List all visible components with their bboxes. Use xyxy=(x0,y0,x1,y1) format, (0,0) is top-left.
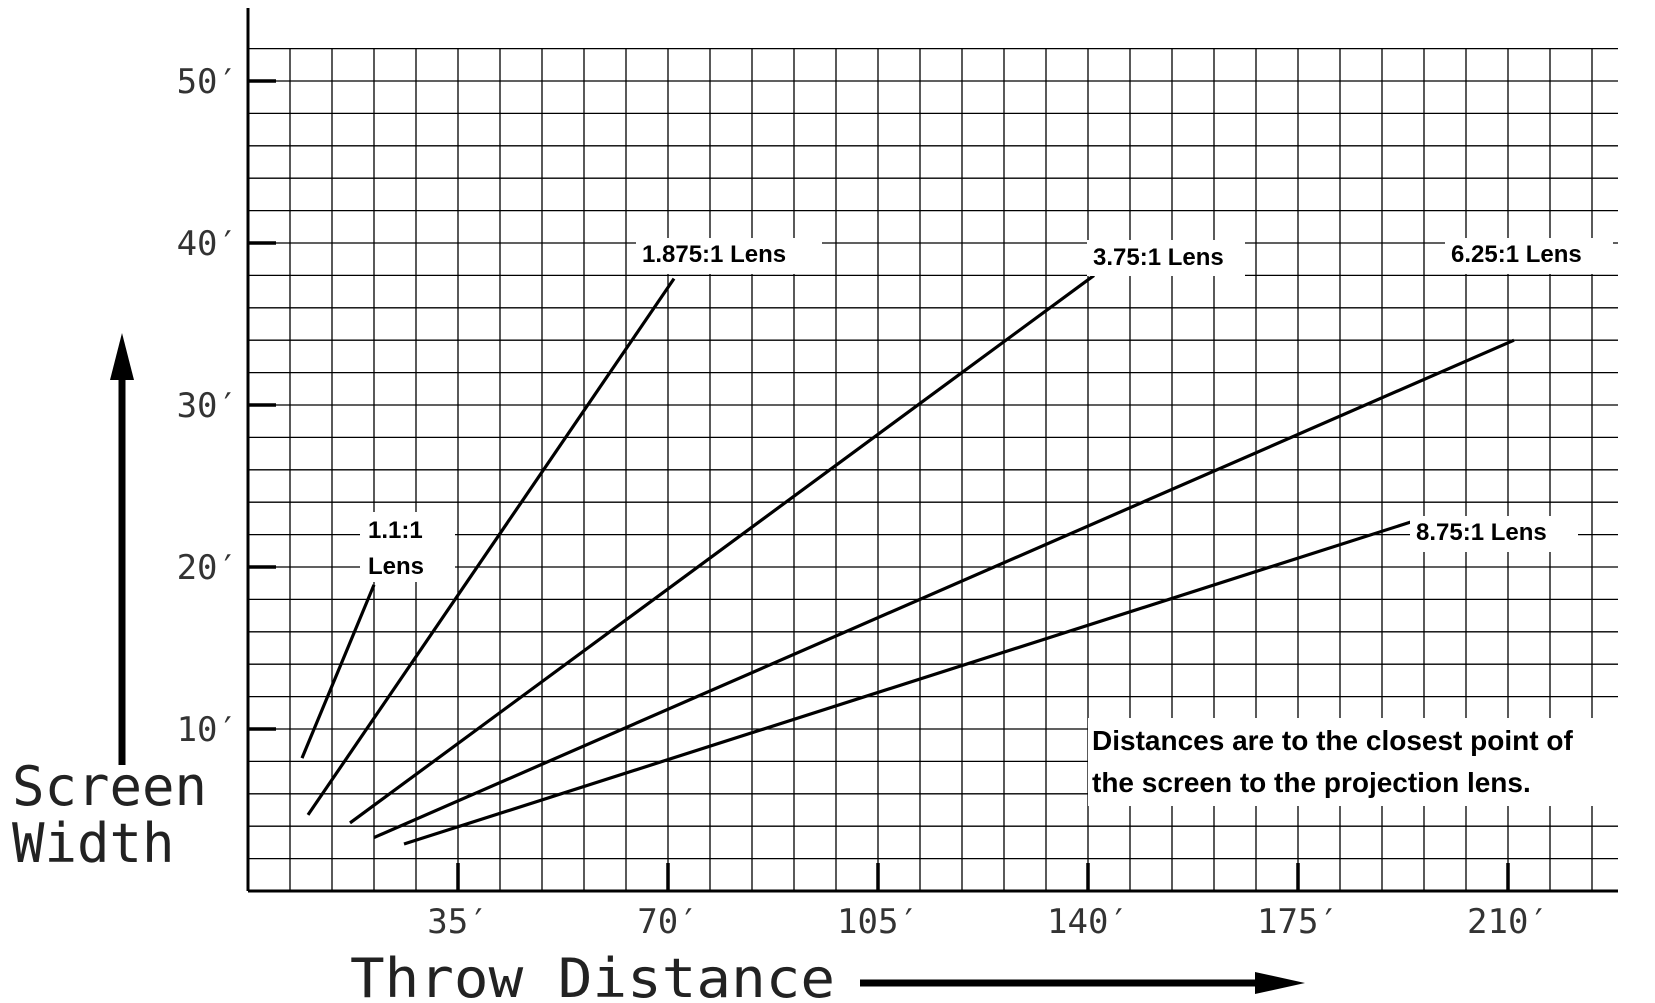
series-line xyxy=(373,338,1515,840)
y-tick-label: 30′ xyxy=(177,386,238,426)
x-tick-label: 105′ xyxy=(837,902,919,942)
series-line xyxy=(300,584,376,759)
y-tick-label: 20′ xyxy=(177,548,238,588)
ticks: 35′ 70′ 105′ 140′ 175′ 210′ 10′ 20′ 30′ 40′ 50′ xyxy=(177,62,1549,942)
series-line xyxy=(403,520,1413,846)
lens-label: 8.75:1 Lens xyxy=(1416,519,1547,546)
x-axis-title-group: Throw Distance xyxy=(350,947,1305,1003)
x-tick-label: 35′ xyxy=(427,902,488,942)
y-axis-title-line2: Width xyxy=(12,812,175,875)
lens-label: 6.25:1 Lens xyxy=(1451,241,1582,268)
series-line xyxy=(306,277,676,816)
lens-label: 3.75:1 Lens xyxy=(1093,244,1224,271)
lens-label: Lens xyxy=(368,553,424,580)
y-axis-arrow-head xyxy=(110,333,134,380)
lens-label: 1.1:1 xyxy=(368,517,423,544)
y-tick-label: 50′ xyxy=(177,62,238,102)
x-axis-arrow-head xyxy=(1255,972,1305,994)
x-axis-title: Throw Distance xyxy=(350,947,835,1003)
y-tick-label: 10′ xyxy=(177,710,238,750)
lens-label-background xyxy=(360,512,455,582)
lens-label-background xyxy=(1087,240,1245,276)
x-tick-label: 70′ xyxy=(637,902,698,942)
series-lines xyxy=(300,274,1515,846)
distance-note: Distances are to the closest point of th… xyxy=(1088,718,1655,806)
series-line xyxy=(349,274,1095,825)
lens-labels: 1.1:1 Lens 1.875:1 Lens 3.75:1 Lens 6.25:1 L… xyxy=(360,238,1613,582)
y-axis-title-group: Screen Width xyxy=(12,333,207,875)
x-tick-label: 210′ xyxy=(1467,902,1549,942)
axes xyxy=(246,8,1618,893)
note-background xyxy=(1088,718,1655,806)
note-line-2: the screen to the projection lens. xyxy=(1092,767,1531,798)
y-axis-title-line1: Screen xyxy=(12,755,207,818)
lens-label-background xyxy=(636,238,822,274)
lens-label: 1.875:1 Lens xyxy=(642,241,786,268)
x-tick-label: 140′ xyxy=(1047,902,1129,942)
note-line-1: Distances are to the closest point of xyxy=(1092,725,1573,756)
x-tick-label: 175′ xyxy=(1257,902,1339,942)
y-tick-label: 40′ xyxy=(177,224,238,264)
lens-label-background xyxy=(1410,516,1578,552)
lens-label-background xyxy=(1445,238,1613,274)
